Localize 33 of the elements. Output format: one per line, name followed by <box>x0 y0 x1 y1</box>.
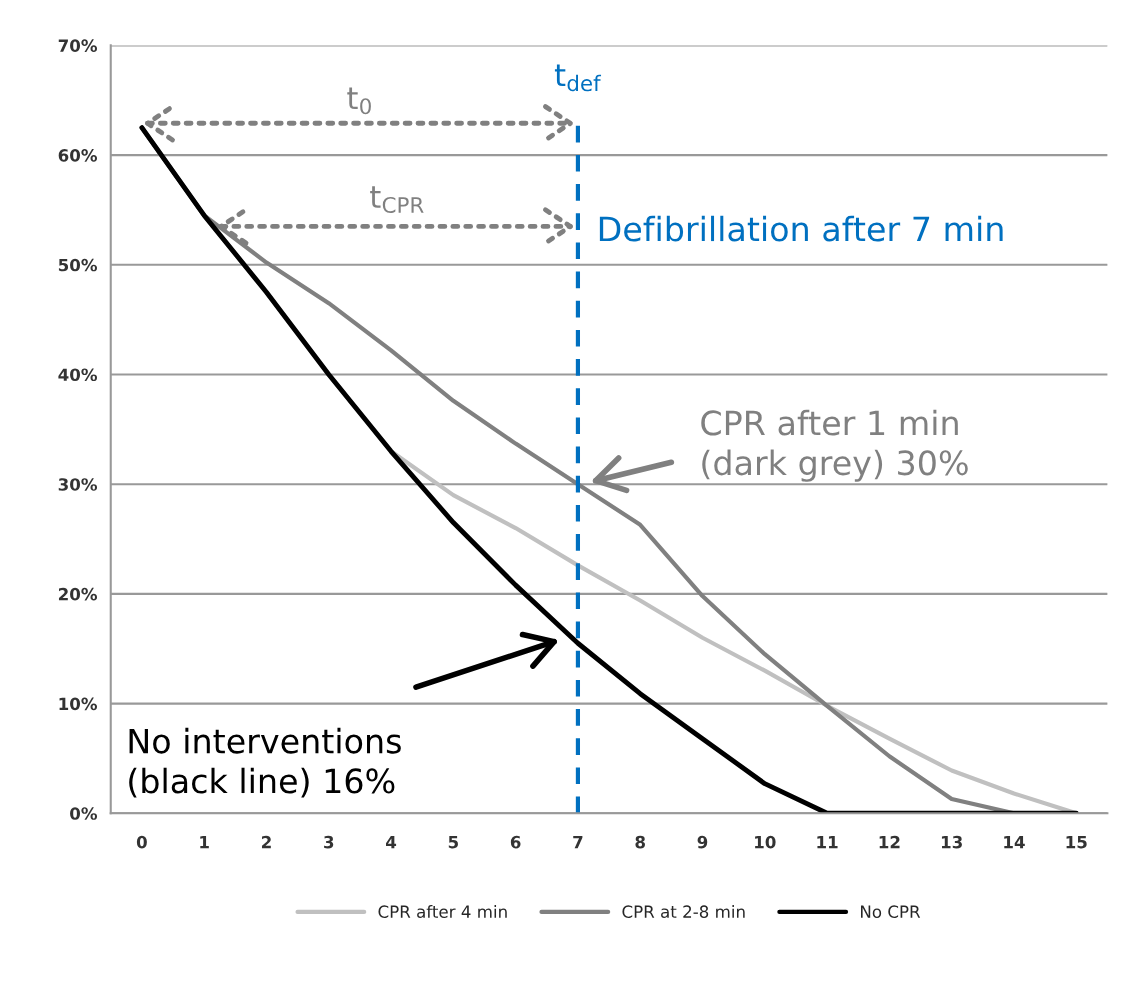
legend-label: CPR at 2-8 min <box>622 905 745 918</box>
annotation: t$_{0}$ <box>347 87 371 115</box>
y-tick-label: 30% <box>58 478 98 491</box>
y-tick-label: 0% <box>70 807 98 820</box>
legend-label: CPR after 4 min <box>378 905 507 918</box>
annotation: Defibrillation after 7 min <box>599 215 1003 242</box>
annotation: CPR after 1 min (dark grey) 30% <box>701 409 968 482</box>
x-tick-label: 10 <box>755 835 776 849</box>
annotation: No interventions (black line) 16% <box>129 727 401 798</box>
ref-line-label: t$_{def}$ <box>554 64 602 92</box>
x-tick-label: 3 <box>324 835 334 849</box>
x-tick-label: 13 <box>941 835 962 849</box>
x-tick-label: 4 <box>386 836 397 849</box>
x-tick-label: 7 <box>573 836 583 849</box>
y-tick-label: 70% <box>58 39 98 52</box>
x-tick-label: 14 <box>1004 836 1025 849</box>
x-tick-label: 12 <box>879 835 900 849</box>
legend-label: No CPR <box>861 905 921 918</box>
y-tick-label: 40% <box>58 368 98 382</box>
x-tick-label: 9 <box>697 835 708 849</box>
x-tick-label: 2 <box>261 835 271 849</box>
x-tick-label: 8 <box>635 835 645 849</box>
x-tick-label: 1 <box>200 836 209 849</box>
x-tick-label: 11 <box>817 836 838 849</box>
x-tick-label: 15 <box>1066 836 1087 849</box>
y-tick-label: 60% <box>58 149 98 162</box>
x-tick-label: 0 <box>136 835 147 849</box>
y-tick-label: 10% <box>59 697 98 711</box>
annotation: t$_{CPR}$ <box>370 186 424 214</box>
x-tick-label: 6 <box>510 835 521 849</box>
x-tick-label: 5 <box>448 836 458 849</box>
y-tick-label: 20% <box>58 587 98 601</box>
y-tick-label: 50% <box>58 258 98 272</box>
